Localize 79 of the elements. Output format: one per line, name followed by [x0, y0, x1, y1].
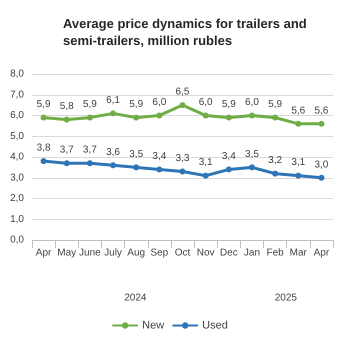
point — [180, 102, 186, 108]
point — [180, 168, 186, 175]
point — [110, 110, 116, 116]
data-label: 3,4 — [222, 150, 236, 162]
data-label: 3,0 — [314, 159, 329, 170]
point — [64, 160, 70, 166]
x-tick-label: June — [79, 248, 102, 258]
x-tick-label: Mar — [290, 248, 308, 258]
y-tick-label: 7,0 — [10, 89, 24, 100]
data-label: 5,9 — [222, 99, 236, 110]
point — [156, 112, 162, 118]
point — [86, 114, 93, 121]
y-tick-label: 0,0 — [10, 234, 24, 246]
data-label: 3,3 — [176, 153, 190, 164]
point — [272, 114, 278, 121]
data-label: 3,7 — [60, 144, 74, 156]
data-label: 3,1 — [291, 157, 306, 168]
point — [40, 158, 47, 164]
x-tick-label: Dec — [220, 248, 238, 258]
y-tick-label: 2,0 — [10, 193, 24, 204]
point — [272, 170, 278, 177]
point — [318, 120, 324, 127]
x-tick-label: Nov — [196, 248, 215, 258]
point — [295, 120, 302, 127]
x-tick-label: Jan — [244, 248, 260, 258]
data-label: 6,5 — [176, 86, 190, 98]
chart-title: Average price dynamics for trailers and semi-trailers, million rubles — [63, 16, 310, 48]
legend-label: New — [142, 320, 164, 332]
data-label: 6,0 — [152, 97, 167, 108]
point — [202, 112, 209, 118]
text: 2024 — [124, 292, 147, 304]
point — [133, 114, 140, 121]
data-label: 3,7 — [82, 144, 98, 156]
x-tick-label: Aug — [127, 248, 146, 258]
x-tick-label: July — [104, 248, 122, 258]
point — [248, 164, 255, 170]
data-label: 3,5 — [245, 148, 260, 160]
data-label: 5,6 — [291, 105, 306, 116]
point — [156, 166, 162, 172]
y-tick-label: 6,0 — [10, 110, 24, 121]
text: 2025 — [274, 292, 298, 304]
y-tick-label: 3,0 — [10, 172, 24, 184]
x-tick-label: Feb — [266, 248, 284, 258]
x-tick-label: Sep — [150, 248, 169, 258]
point — [40, 114, 47, 121]
point — [86, 160, 93, 166]
x-tick-label: Apr — [314, 248, 330, 258]
data-label: 3,8 — [36, 142, 51, 154]
data-label: 3,5 — [129, 148, 144, 160]
data-label: 5,8 — [60, 101, 74, 112]
point — [318, 174, 324, 181]
data-label: 6,1 — [106, 94, 120, 106]
data-label: 6,0 — [245, 97, 260, 108]
data-label: 6,0 — [198, 97, 214, 108]
y-tick-label: 1,0 — [10, 214, 24, 225]
x-tick-label: Oct — [174, 248, 190, 258]
point — [226, 166, 232, 172]
data-label: 5,9 — [129, 99, 144, 110]
data-label: 5,6 — [314, 105, 329, 116]
point — [295, 172, 302, 179]
y-tick-label: 5,0 — [10, 130, 24, 142]
x-tick-label: Apr — [36, 248, 52, 258]
y-tick-label: 4,0 — [10, 152, 24, 162]
data-label: 3,2 — [268, 155, 282, 166]
point — [110, 162, 116, 168]
data-label: 3,6 — [106, 146, 120, 158]
y-tick-label: 8,0 — [10, 68, 24, 80]
data-label: 5,9 — [36, 99, 51, 110]
x-tick-label: May — [57, 248, 76, 258]
legend-label: Used — [202, 320, 228, 332]
point — [248, 112, 255, 118]
point — [226, 114, 232, 121]
data-label: 3,1 — [198, 157, 214, 168]
data-label: 5,9 — [82, 99, 98, 110]
data-label: 5,9 — [268, 99, 282, 110]
point — [202, 172, 209, 179]
data-label: 3,4 — [152, 150, 167, 162]
point — [133, 164, 140, 170]
point — [64, 116, 70, 123]
